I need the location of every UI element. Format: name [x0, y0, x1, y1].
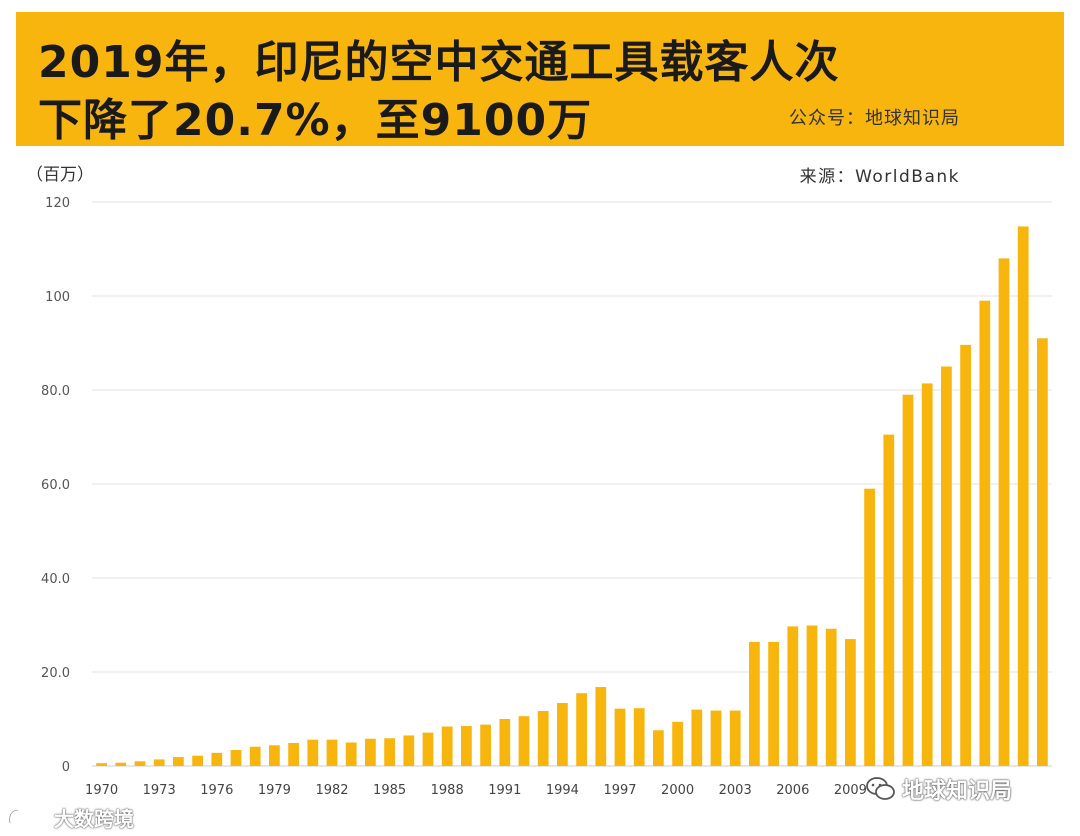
x-tick-label: 1997 — [603, 783, 636, 798]
y-tick-label: 80.0 — [41, 384, 70, 399]
bar-1974 — [173, 757, 184, 766]
x-tick-label: 1985 — [373, 783, 406, 798]
bar-1972 — [134, 761, 146, 766]
bar-1978 — [249, 746, 261, 766]
bar-2003 — [729, 710, 741, 766]
y-tick-label: 60.0 — [41, 478, 70, 493]
chart-title-line-1: 2019年，印尼的空中交通工具载客人次 — [38, 37, 840, 88]
x-tick-label: 1976 — [200, 783, 233, 798]
bar-2006 — [787, 626, 799, 766]
watermark-bottom-right-text: 地球知识局 — [902, 779, 1013, 804]
bar-1998 — [633, 708, 645, 766]
x-tick-label: 1982 — [315, 783, 348, 798]
bar-2004 — [749, 641, 760, 766]
publisher-label: 公众号：地球知识局 — [789, 108, 960, 129]
bar-1988 — [441, 726, 453, 766]
bar-2000 — [672, 721, 683, 766]
bar-1975 — [192, 755, 203, 766]
y-tick-label: 100 — [45, 290, 70, 305]
y-tick-label: 0 — [62, 760, 70, 775]
bar-2011 — [883, 434, 895, 766]
x-tick-label: 2000 — [661, 783, 694, 798]
x-tick-label: 1994 — [546, 783, 579, 798]
bar-1971 — [115, 762, 127, 766]
bar-2017 — [998, 258, 1010, 766]
bar-1990 — [480, 724, 491, 766]
bar-1991 — [499, 719, 511, 766]
x-tick-label: 1991 — [488, 783, 521, 798]
bar-2002 — [710, 710, 722, 766]
bar-1980 — [288, 742, 299, 766]
wechat-icon — [866, 777, 895, 800]
watermark-bottom-right: 地球知识局 — [866, 774, 1012, 804]
bar-2005 — [768, 641, 779, 766]
bar-2015 — [960, 344, 971, 766]
y-axis-unit-label: （百万） — [26, 165, 94, 185]
source-label: 来源：WorldBank — [799, 167, 960, 187]
bar-2018 — [1017, 226, 1029, 766]
x-tick-label: 1973 — [143, 783, 176, 798]
watermark-bottom-left-text: 大数跨境 — [54, 806, 134, 831]
bar-1976 — [211, 752, 223, 766]
bar-1996 — [595, 687, 607, 766]
title-banner: 2019年，印尼的空中交通工具载客人次 下降了20.7%，至9100万 公众号：… — [16, 12, 1064, 146]
bar-1986 — [403, 735, 415, 766]
bar-2007 — [806, 625, 818, 766]
y-tick-label: 120 — [45, 196, 70, 211]
bar-1973 — [153, 759, 165, 766]
watermark-bottom-left: 大数跨境 — [6, 804, 134, 831]
bar-1994 — [557, 703, 568, 766]
x-tick-label: 2003 — [719, 783, 752, 798]
y-tick-label: 40.0 — [41, 572, 70, 587]
chart-title-line-2: 下降了20.7%，至9100万 — [38, 95, 593, 146]
x-tick-label: 1979 — [258, 783, 291, 798]
bar-2012 — [902, 394, 914, 766]
bar-1999 — [653, 730, 664, 766]
y-tick-label: 20.0 — [41, 666, 70, 681]
bar-1997 — [614, 708, 626, 766]
x-tick-label: 1988 — [431, 783, 464, 798]
bar-1982 — [326, 739, 338, 766]
x-tick-label: 1970 — [85, 783, 118, 798]
bar-2008 — [825, 628, 837, 766]
bar-1979 — [269, 745, 280, 766]
bar-2016 — [979, 300, 991, 766]
bar-2014 — [941, 366, 952, 766]
x-tick-label: 2006 — [776, 783, 809, 798]
bar-2009 — [845, 639, 856, 766]
x-tick-label: 2009 — [834, 783, 867, 798]
bar-1984 — [365, 738, 376, 766]
bar-1970 — [96, 763, 107, 766]
bar-2001 — [691, 709, 703, 766]
bar-1981 — [307, 739, 319, 766]
bar-2010 — [864, 488, 875, 766]
bar-2013 — [921, 383, 933, 766]
bar-1977 — [230, 750, 242, 766]
bar-1989 — [461, 726, 472, 766]
bar-1992 — [518, 716, 530, 766]
bar-1987 — [422, 732, 434, 766]
bar-1995 — [576, 693, 587, 766]
bar-1993 — [537, 711, 549, 766]
bar-1985 — [384, 738, 395, 766]
bar-2019 — [1037, 338, 1048, 766]
brand-logo-icon — [8, 808, 45, 824]
bar-1983 — [345, 742, 357, 766]
